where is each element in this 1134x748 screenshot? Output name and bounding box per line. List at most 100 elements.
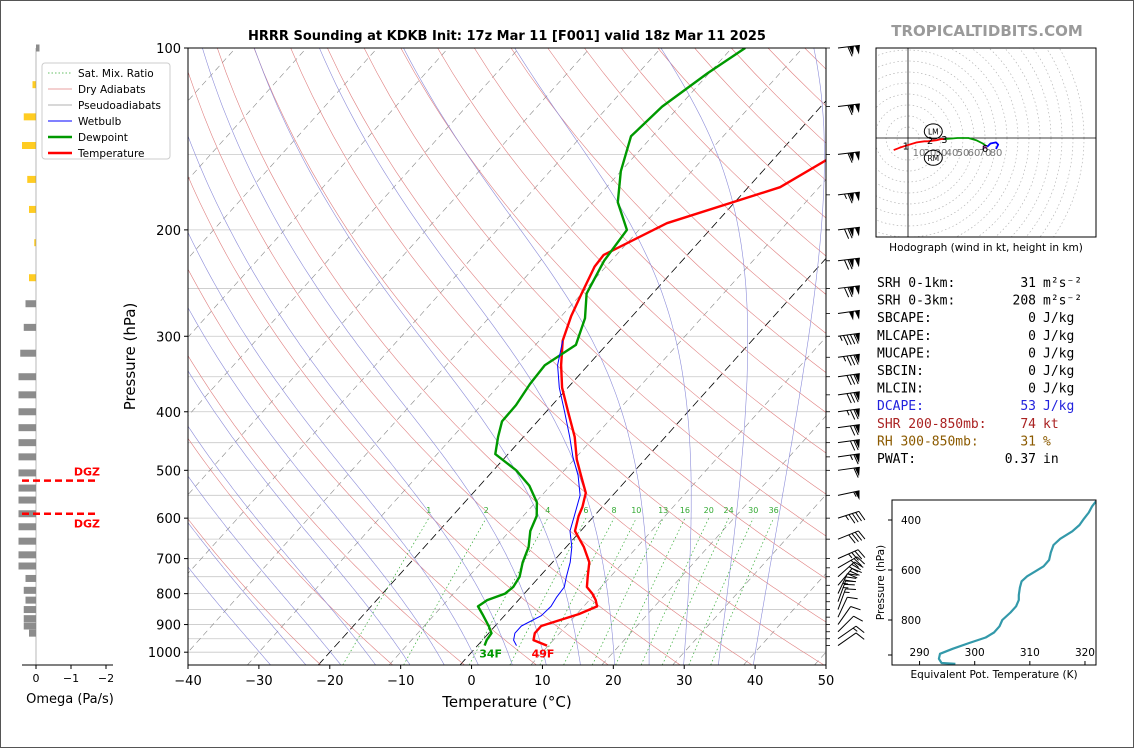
isotherm-line (247, 48, 803, 665)
barb-flag (847, 573, 858, 579)
omega-bar (18, 391, 36, 399)
pseudoadiabat-line (403, 48, 650, 665)
barb-pennant (848, 152, 854, 162)
mixing-ratio-label: 4 (545, 506, 550, 515)
wind-barb (837, 439, 860, 451)
barb-shaft (837, 373, 860, 378)
mixing-ratio-label: 2 (484, 506, 489, 515)
temperature-tick-label: −20 (316, 674, 343, 689)
temperature-tick-label: 0 (467, 674, 475, 689)
hodograph-ring-label: 50 (957, 148, 970, 159)
barb-flag (858, 530, 866, 540)
barb-shaft (837, 561, 855, 578)
storm-motion-label: LM (928, 127, 939, 136)
omega-tick-label: 0 (33, 672, 40, 685)
mixing-ratio-label: 16 (680, 506, 690, 515)
stat-label: DCAPE: (877, 399, 924, 414)
wind-barb (837, 588, 856, 610)
omega-bar (29, 274, 36, 282)
temperature-tick-label: 40 (747, 674, 764, 689)
barb-half-flag (848, 553, 853, 559)
mixing-ratio-line (640, 518, 710, 665)
barb-flag (849, 392, 856, 403)
barb-pennant (848, 286, 854, 296)
temperature-tick-label: 10 (534, 674, 551, 689)
barb-flag (853, 354, 859, 365)
barb-pennant (854, 258, 860, 268)
isotherm-line (459, 257, 826, 665)
pressure-tick-label: 400 (156, 406, 181, 421)
barb-flag (850, 559, 859, 568)
barb-pennant (854, 227, 860, 237)
omega-bar (18, 537, 36, 545)
barb-flag (855, 632, 865, 640)
barb-pennant (854, 467, 860, 477)
wind-barbs (825, 44, 866, 665)
barb-shaft (837, 332, 860, 337)
barb-flag (847, 596, 858, 600)
mixing-ratio-line (688, 518, 754, 665)
stat-unit: m²s⁻² (1043, 276, 1082, 291)
legend-entry: Temperature (77, 148, 145, 160)
hodograph-trace (944, 137, 988, 148)
barb-flag (853, 425, 859, 436)
storm-motion-marker (923, 123, 943, 140)
omega-bar (25, 574, 36, 582)
stat-unit: % (1043, 434, 1051, 449)
legend-entry: Wetbulb (78, 116, 122, 128)
barb-flag (853, 467, 859, 478)
dgz-label: DGZ (74, 518, 100, 531)
mixing-ratio-label: 13 (658, 506, 668, 515)
barb-shaft (837, 309, 860, 314)
barb-flag (847, 46, 853, 57)
barb-flag (851, 513, 859, 523)
isotherm-line (0, 48, 23, 665)
barb-pennant (848, 258, 854, 269)
pressure-tick-label: 800 (156, 588, 181, 603)
barb-half-flag (843, 193, 848, 200)
barb-flag (847, 573, 858, 576)
omega-bar (18, 439, 36, 447)
pressure-tick-label: 100 (156, 42, 181, 57)
wind-barb (837, 530, 866, 544)
wind-barb (837, 510, 866, 524)
stat-label: MLCIN: (877, 382, 924, 397)
barb-flag (856, 556, 865, 565)
dry-adiabat-line (547, 48, 826, 334)
barb-half-flag (852, 627, 858, 632)
barb-pennant (854, 439, 860, 449)
barb-shaft (837, 510, 860, 519)
barb-shaft (837, 391, 860, 396)
pressure-tick-label: 1000 (148, 646, 181, 661)
theta-e-y-tick-label: 400 (901, 515, 921, 527)
stat-value: 0 (1028, 364, 1036, 379)
hodograph-ring-label: 20 (924, 148, 937, 159)
wind-barb (837, 632, 865, 646)
y-axis-label: Pressure (hPa) (121, 303, 139, 411)
theta-e-x-tick-label: 300 (965, 647, 985, 659)
omega-bar (29, 205, 36, 213)
barb-flag (843, 228, 850, 239)
theta-e-profile (937, 500, 1096, 665)
omega-bar (18, 484, 36, 492)
legend-entry: Dry Adiabats (78, 84, 146, 96)
barb-pennant (854, 354, 860, 364)
isotherm-line (188, 48, 378, 259)
barb-pennant (854, 490, 860, 500)
mixing-ratio-label: 8 (611, 506, 616, 515)
wind-barb (837, 373, 860, 386)
barb-shaft (837, 44, 860, 49)
barb-pennant (848, 192, 854, 203)
hodograph-height-label: 6 (982, 144, 988, 155)
barb-half-flag (844, 591, 850, 593)
barb-flag (845, 580, 856, 583)
barb-flag (847, 105, 853, 116)
barb-half-flag (845, 515, 849, 521)
barb-flag (858, 511, 866, 521)
barb-flag (853, 440, 859, 451)
stat-unit: in (1043, 452, 1059, 467)
theta-e-x-tick-label: 290 (910, 647, 930, 659)
wind-barb (837, 549, 866, 561)
pseudoadiabat-line (514, 48, 692, 665)
